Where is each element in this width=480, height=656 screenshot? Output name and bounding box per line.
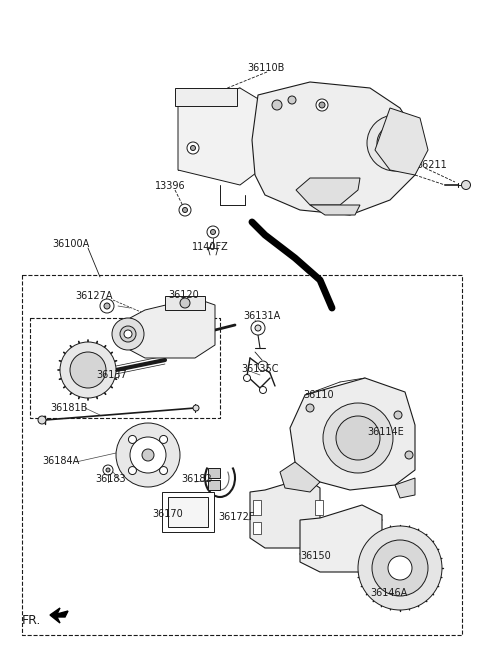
Text: 36110: 36110: [303, 390, 334, 400]
Circle shape: [336, 416, 380, 460]
Circle shape: [461, 180, 470, 190]
Polygon shape: [178, 88, 260, 185]
Circle shape: [130, 437, 166, 473]
Circle shape: [306, 404, 314, 412]
Circle shape: [179, 204, 191, 216]
Polygon shape: [290, 378, 415, 490]
Circle shape: [405, 451, 413, 459]
Text: 36135C: 36135C: [241, 364, 278, 374]
Circle shape: [182, 207, 188, 213]
Circle shape: [124, 330, 132, 338]
Text: 36181B: 36181B: [50, 403, 87, 413]
Text: 36100A: 36100A: [52, 239, 89, 249]
Circle shape: [129, 466, 136, 474]
Circle shape: [387, 135, 403, 151]
Circle shape: [60, 342, 116, 398]
Circle shape: [70, 352, 106, 388]
Circle shape: [38, 416, 46, 424]
Text: 36150: 36150: [300, 551, 331, 561]
Circle shape: [211, 230, 216, 234]
Polygon shape: [310, 205, 360, 215]
Bar: [208, 468, 220, 478]
Text: 36172F: 36172F: [218, 512, 254, 522]
Text: 36146A: 36146A: [370, 588, 407, 598]
Text: FR.: FR.: [22, 613, 41, 626]
Polygon shape: [375, 108, 428, 175]
Circle shape: [129, 436, 136, 443]
Bar: [168, 497, 208, 527]
Circle shape: [191, 146, 195, 150]
Circle shape: [243, 375, 251, 382]
Circle shape: [358, 526, 442, 610]
Circle shape: [180, 298, 190, 308]
Circle shape: [260, 386, 266, 394]
Bar: [162, 492, 214, 532]
Circle shape: [372, 540, 428, 596]
Circle shape: [272, 100, 282, 110]
Text: 36170: 36170: [152, 509, 183, 519]
Text: 36110B: 36110B: [247, 63, 284, 73]
Polygon shape: [280, 462, 320, 492]
Circle shape: [106, 468, 110, 472]
Circle shape: [377, 125, 413, 161]
Circle shape: [255, 325, 261, 331]
Polygon shape: [252, 82, 420, 215]
Bar: [208, 480, 220, 490]
Text: 1140FZ: 1140FZ: [192, 242, 229, 252]
Text: 36182: 36182: [181, 474, 212, 484]
Polygon shape: [296, 178, 360, 205]
Circle shape: [388, 556, 412, 580]
Circle shape: [104, 303, 110, 309]
Bar: [253, 500, 261, 515]
Text: 36137: 36137: [96, 370, 127, 380]
Text: 36120: 36120: [168, 290, 199, 300]
Polygon shape: [395, 478, 415, 498]
Polygon shape: [50, 608, 68, 623]
Circle shape: [193, 405, 199, 411]
Circle shape: [116, 423, 180, 487]
Circle shape: [159, 436, 168, 443]
Circle shape: [142, 449, 154, 461]
Circle shape: [112, 318, 144, 350]
Text: 36183: 36183: [95, 474, 126, 484]
Bar: [175, 88, 237, 106]
Text: 36114E: 36114E: [367, 427, 404, 437]
Text: 36127A: 36127A: [75, 291, 112, 301]
Circle shape: [159, 466, 168, 474]
Bar: [165, 296, 205, 310]
Circle shape: [316, 99, 328, 111]
Polygon shape: [130, 298, 215, 358]
Circle shape: [187, 142, 199, 154]
Circle shape: [288, 96, 296, 104]
Circle shape: [367, 115, 423, 171]
Circle shape: [251, 321, 265, 335]
Text: 13396: 13396: [155, 181, 186, 191]
Circle shape: [120, 326, 136, 342]
Circle shape: [394, 411, 402, 419]
Bar: [253, 522, 261, 534]
Polygon shape: [250, 478, 320, 548]
Text: 36184A: 36184A: [42, 456, 79, 466]
Circle shape: [323, 403, 393, 473]
Text: 36131A: 36131A: [243, 311, 280, 321]
Polygon shape: [300, 505, 382, 572]
Circle shape: [258, 361, 268, 371]
Circle shape: [100, 299, 114, 313]
Circle shape: [103, 465, 113, 475]
Circle shape: [207, 226, 219, 238]
Text: 36211: 36211: [416, 160, 447, 170]
Bar: [315, 500, 323, 515]
Circle shape: [319, 102, 325, 108]
